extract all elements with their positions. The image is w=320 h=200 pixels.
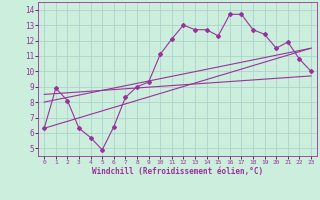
- X-axis label: Windchill (Refroidissement éolien,°C): Windchill (Refroidissement éolien,°C): [92, 167, 263, 176]
